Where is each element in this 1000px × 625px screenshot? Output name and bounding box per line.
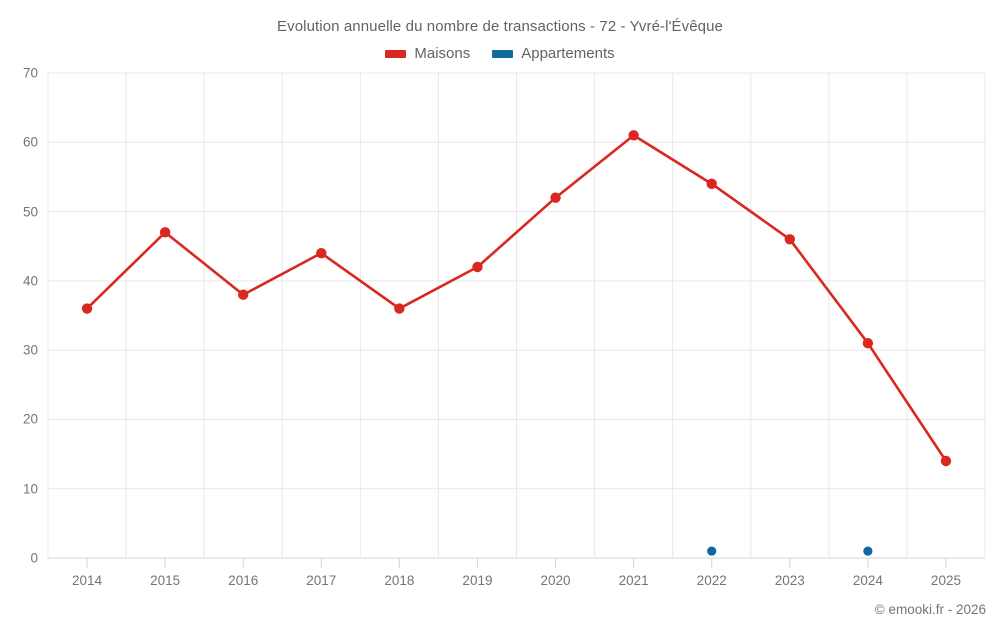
data-point-maisons-2018[interactable] bbox=[394, 303, 405, 314]
legend-swatch-maisons bbox=[385, 49, 407, 58]
x-axis-tick-label-2018: 2018 bbox=[384, 573, 415, 588]
x-axis-tick-label-2024: 2024 bbox=[852, 573, 883, 588]
data-point-appartements-2022[interactable] bbox=[707, 546, 717, 556]
legend-label-maisons: Maisons bbox=[414, 45, 471, 62]
legend-label-appartements: Appartements bbox=[521, 45, 615, 62]
chart-title: Evolution annuelle du nombre de transact… bbox=[276, 18, 724, 35]
data-point-maisons-2017[interactable] bbox=[316, 247, 327, 259]
y-axis-tick-label: 30 bbox=[22, 342, 38, 358]
y-axis-tick-label: 70 bbox=[22, 65, 38, 81]
data-point-maisons-2014[interactable] bbox=[81, 303, 93, 314]
x-axis-tick-label-2022: 2022 bbox=[696, 573, 727, 588]
footer-credit: © emooki.fr - 2026 bbox=[874, 602, 986, 617]
y-axis-tick-label: 20 bbox=[22, 411, 38, 427]
x-axis-tick-label-2020: 2020 bbox=[540, 573, 571, 588]
legend-item-appartements[interactable]: Appartements bbox=[492, 45, 615, 62]
x-axis-tick-label-2021: 2021 bbox=[618, 573, 649, 588]
x-axis-tick-label-2025: 2025 bbox=[930, 573, 961, 588]
x-axis-tick-label-2023: 2023 bbox=[774, 573, 805, 588]
data-point-maisons-2019[interactable] bbox=[472, 261, 483, 273]
x-axis-tick-label-2019: 2019 bbox=[462, 573, 493, 588]
data-point-maisons-2025[interactable] bbox=[940, 455, 952, 467]
data-point-maisons-2015[interactable] bbox=[159, 227, 171, 238]
data-point-maisons-2023[interactable] bbox=[784, 234, 795, 245]
data-point-maisons-2020[interactable] bbox=[550, 192, 561, 203]
x-axis-tick-label-2017: 2017 bbox=[306, 573, 337, 588]
y-axis-tick-label: 60 bbox=[22, 134, 38, 150]
x-axis-tick-label-2016: 2016 bbox=[228, 573, 259, 588]
x-axis-tick-label-2015: 2015 bbox=[150, 573, 181, 588]
y-axis-tick-label: 50 bbox=[22, 204, 38, 220]
legend-item-maisons[interactable]: Maisons bbox=[385, 45, 470, 62]
chart-legend: Maisons Appartements bbox=[0, 45, 1000, 62]
data-point-maisons-2021[interactable] bbox=[628, 130, 639, 141]
y-axis-tick-label: 40 bbox=[22, 273, 38, 289]
legend-swatch-appartements bbox=[492, 49, 514, 58]
data-point-maisons-2022[interactable] bbox=[706, 178, 717, 190]
series-line-maisons bbox=[85, 134, 948, 463]
y-axis-tick-label: 0 bbox=[30, 550, 38, 566]
y-axis-tick-label: 10 bbox=[22, 481, 38, 497]
data-point-maisons-2016[interactable] bbox=[238, 289, 249, 300]
data-point-appartements-2024[interactable] bbox=[863, 546, 873, 556]
x-axis-tick-label-2014: 2014 bbox=[72, 573, 103, 588]
data-point-maisons-2024[interactable] bbox=[862, 338, 874, 349]
